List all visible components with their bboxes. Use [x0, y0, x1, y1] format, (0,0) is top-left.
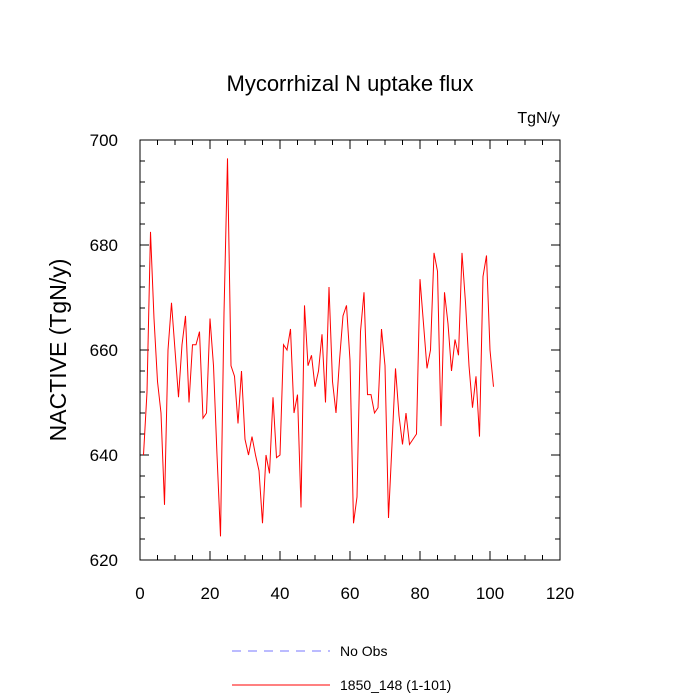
- x-tick-label: 20: [201, 584, 220, 603]
- y-tick-label: 700: [90, 131, 118, 150]
- y-tick-label: 680: [90, 236, 118, 255]
- tick-labels: 0 20 40 60 80 100 120 620 640 660 680 700: [90, 131, 575, 603]
- y-axis-label: NACTIVE (TgN/y): [45, 259, 71, 442]
- units-label: TgN/y: [517, 110, 560, 127]
- x-tick-label: 80: [411, 584, 430, 603]
- x-tick-label: 0: [135, 584, 144, 603]
- x-tick-label: 60: [341, 584, 360, 603]
- legend: No Obs 1850_148 (1-101): [232, 643, 451, 693]
- chart-title: Mycorrhizal N uptake flux: [227, 71, 474, 96]
- plot-frame: [139, 139, 561, 561]
- legend-label: No Obs: [340, 643, 387, 659]
- legend-label: 1850_148 (1-101): [340, 677, 451, 693]
- x-tick-label: 40: [271, 584, 290, 603]
- y-tick-label: 620: [90, 551, 118, 570]
- axis-ticks: [139, 139, 561, 561]
- y-tick-label: 640: [90, 446, 118, 465]
- y-tick-label: 660: [90, 341, 118, 360]
- x-tick-label: 100: [476, 584, 504, 603]
- series-line: [143, 158, 494, 537]
- series-group: [143, 158, 494, 537]
- x-tick-label: 120: [546, 584, 574, 603]
